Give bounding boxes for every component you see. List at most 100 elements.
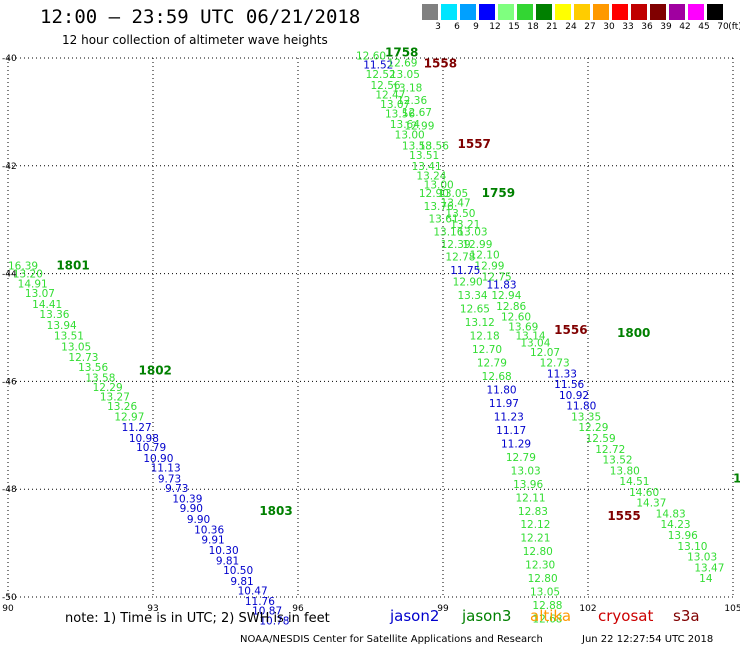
color-swatch-label: 42 (679, 22, 691, 32)
wave-height-point: 14.60 (629, 487, 659, 499)
wave-height-point: 13.00 (424, 180, 454, 192)
wave-height-point: 11.83 (487, 279, 517, 291)
wave-height-point: 12.94 (491, 290, 521, 302)
wave-height-point: 13.05 (61, 341, 91, 353)
wave-height-point: 13.03 (687, 552, 717, 564)
color-swatch-label: 39 (660, 22, 672, 32)
wave-height-point: 11.17 (496, 425, 526, 437)
wave-height-point: 10.30 (209, 545, 239, 557)
wave-height-point: 12.60 (356, 50, 386, 62)
wave-height-point: 13.50 (445, 208, 475, 220)
pass-time-label: 1759 (482, 186, 515, 200)
y-tick-label: -42 (2, 162, 17, 172)
wave-height-point: 13.00 (395, 130, 425, 142)
color-swatch-label: 18 (527, 22, 539, 32)
map-title: 12:00 – 23:59 UTC 06/21/2018 (40, 6, 361, 28)
wave-height-point: 9.90 (187, 514, 210, 526)
color-swatch-label: 3 (435, 22, 441, 32)
color-swatch-label: 70 (717, 22, 729, 32)
wave-height-point: 13.41 (412, 161, 442, 173)
y-tick-label: -44 (2, 270, 17, 280)
wave-height-point: 11.75 (450, 265, 480, 277)
pass-time-label: 1801 (733, 471, 740, 485)
wave-height-point: 12.39 (441, 239, 471, 251)
map-subtitle: 12 hour collection of altimeter wave hei… (62, 33, 328, 47)
pass-time-label: 1555 (607, 509, 640, 523)
wave-height-point: 13.27 (100, 391, 130, 403)
wave-height-point: 13.04 (520, 338, 550, 350)
color-swatch-label: 15 (508, 22, 520, 32)
wave-height-point: 13.26 (107, 401, 137, 413)
wave-height-point: 13.76 (424, 201, 454, 213)
wave-height-point: 13.47 (694, 562, 724, 574)
wave-height-point: 12.65 (460, 304, 490, 316)
color-swatch (612, 4, 628, 20)
credit-text: NOAA/NESDIS Center for Satellite Applica… (240, 634, 543, 645)
wave-height-point: 10.98 (129, 433, 159, 445)
wave-height-point: 11.80 (566, 401, 596, 413)
wave-height-point: 13.24 (416, 171, 446, 183)
x-tick-label: 99 (437, 604, 449, 614)
wave-height-point: 13.96 (513, 479, 543, 491)
wave-height-point: 12.80 (523, 546, 553, 558)
color-swatch (593, 4, 609, 20)
wave-height-point: 11.80 (487, 384, 517, 396)
wave-height-point: 12.83 (518, 506, 548, 518)
wave-height-point: 12.12 (520, 519, 550, 531)
wave-height-point: 9.73 (158, 473, 181, 485)
wave-height-point: 13.20 (13, 269, 43, 281)
pass-time-label: 1801 (56, 259, 89, 273)
satellite-legend-cryosat: cryosat (598, 607, 654, 625)
color-swatch-label: 36 (641, 22, 653, 32)
color-swatch-label: 30 (603, 22, 615, 32)
wave-height-point: 12.52 (366, 69, 396, 81)
wave-height-point: 13.05 (530, 587, 560, 599)
wave-height-point: 13.05 (438, 188, 468, 200)
wave-height-point: 13.64 (390, 119, 420, 131)
timestamp-text: Jun 22 12:27:54 UTC 2018 (582, 634, 714, 645)
wave-height-point: 12.73 (68, 352, 98, 364)
color-swatch (460, 4, 476, 20)
y-tick-label: -48 (2, 485, 17, 495)
wave-height-point: 14.51 (619, 476, 649, 488)
color-swatch (479, 4, 495, 20)
color-swatch (631, 4, 647, 20)
wave-height-point: 13.12 (465, 317, 495, 329)
wave-height-point: 12.47 (375, 90, 405, 102)
wave-height-point: 10.47 (238, 586, 268, 598)
wave-height-point: 13.52 (603, 455, 633, 467)
pass-time-label: 1556 (554, 323, 587, 337)
wave-height-point: 12.11 (516, 492, 546, 504)
wave-height-point: 11.76 (245, 596, 275, 608)
wave-height-point: 11.52 (363, 59, 393, 71)
wave-height-point: 12.18 (470, 331, 500, 343)
wave-height-point: 16.39 (8, 261, 38, 273)
wave-height-point: 13.58 (85, 373, 115, 385)
wave-height-point: 13.61 (429, 214, 459, 226)
x-tick-label: 105 (724, 604, 740, 614)
wave-height-point: 13.10 (677, 541, 707, 553)
wave-height-point: 12.60 (501, 312, 531, 324)
wave-height-point: 14.37 (636, 498, 666, 510)
wave-height-point: 10.90 (143, 453, 173, 465)
wave-height-point: 12.79 (506, 452, 536, 464)
y-tick-label: -46 (2, 377, 17, 387)
wave-height-point: 9.73 (165, 483, 188, 495)
color-swatch-label: 6 (454, 22, 460, 32)
wave-height-point: 12.79 (477, 358, 507, 370)
wave-height-point: 13.69 (508, 321, 538, 333)
wave-height-point: 12.67 (402, 107, 432, 119)
color-swatch (669, 4, 685, 20)
wave-height-point: 12.30 (525, 560, 555, 572)
wave-height-point: 14.91 (18, 278, 48, 290)
color-swatch-label: 24 (565, 22, 577, 32)
pass-time-label: 1758 (385, 46, 418, 60)
wave-height-point: 12.21 (520, 533, 550, 545)
wave-height-point: 14.41 (32, 299, 62, 311)
footer-note: note: 1) Time is in UTC; 2) SWH is in fe… (65, 611, 330, 626)
wave-height-point: 12.68 (482, 371, 512, 383)
wave-height-point: 12.97 (114, 411, 144, 423)
wave-height-point: 12.68 (532, 614, 562, 626)
wave-height-point: 12.75 (482, 271, 512, 283)
